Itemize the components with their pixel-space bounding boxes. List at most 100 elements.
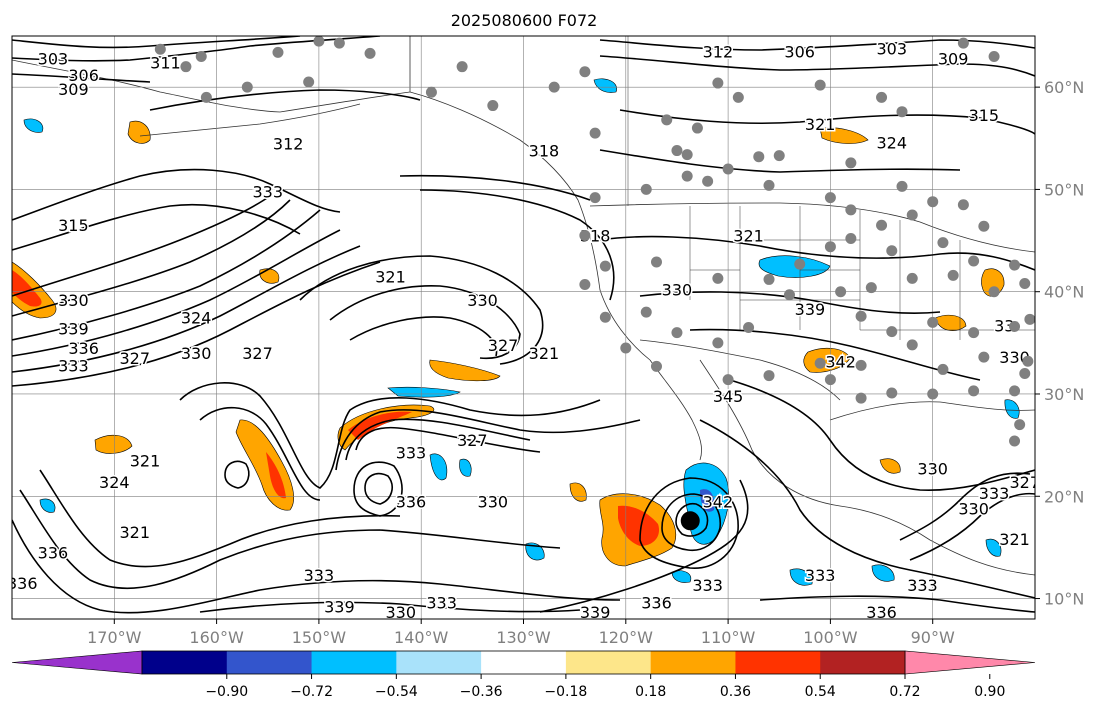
contour-line [12,261,381,387]
coastline-gulf [829,401,1035,421]
shade-negative [871,564,895,582]
contour-label: 330 [917,460,948,479]
station-marker [937,363,949,375]
station-marker [691,122,703,134]
contour-label: 330 [385,603,416,622]
contour-line [329,285,521,360]
contour-line [12,168,341,221]
contour-lines [12,36,1035,614]
contour-label: 33 [994,316,1014,335]
contour-line [12,73,151,83]
contour-line [299,255,544,365]
lat-tick-label: 10°N [1044,590,1084,609]
station-marker [763,273,775,285]
contour-label: 333 [58,356,89,375]
lon-tick-label: 110°W [701,628,756,647]
contour-label: 315 [58,216,89,235]
station-marker [814,79,826,91]
station-marker [722,374,734,386]
colorbar-tick-label: −0.18 [544,684,587,700]
lon-tick-label: 170°W [87,628,142,647]
contour-label: 336 [7,574,38,593]
contour-label: 321 [529,344,560,363]
station-marker [364,47,376,59]
contour-label: 318 [529,142,560,161]
colorbar-tick-label: 0.90 [974,684,1005,700]
station-marker [579,229,591,241]
contour-line [899,472,1031,541]
shade-positive [94,434,133,454]
station-marker [845,233,857,245]
shade-positive [127,120,151,144]
contour-line [12,199,291,317]
contour-label: 339 [324,598,355,617]
contour-label: 303 [877,39,908,58]
station-marker [1009,259,1021,271]
station-marker [937,237,949,249]
contour-label: 339 [795,300,826,319]
station-marker [1024,313,1035,325]
shade-positive [819,127,869,144]
shade-positive [12,261,57,319]
station-marker [313,36,325,47]
shade-negative [789,568,813,586]
lon-tick-label: 120°W [599,628,654,647]
station-marker [456,61,468,73]
station-marker [681,170,693,182]
station-marker [968,385,980,397]
colorbar-tick-label: −0.54 [375,684,418,700]
station-marker [763,179,775,191]
shade-positive [12,270,42,307]
contour-label: 336 [866,603,897,622]
contour-label: 333 [396,443,427,462]
map-area: 3033063093113123333153213303393363333243… [7,36,1035,622]
shade-positive [348,411,412,440]
station-marker [957,199,969,211]
station-marker [927,316,939,328]
contour-line [179,382,601,489]
contour-label: 327 [457,431,488,450]
station-marker [712,272,724,284]
station-marker [650,256,662,268]
contour-line [909,492,1035,561]
station-marker [589,192,601,204]
station-marker [579,66,591,78]
station-marker [886,245,898,257]
coastlines [12,36,1035,576]
station-marker [1019,368,1031,380]
station-marker [1009,435,1021,447]
coastline-pacific-nw [409,91,651,361]
contour-line [349,316,498,357]
contour-line [12,229,341,357]
colorbar-tick-label: −0.72 [290,684,333,700]
lat-tick-label: 60°N [1044,78,1084,97]
station-marker [722,163,734,175]
storm-center [680,511,700,531]
station-marker [753,151,765,163]
contour-labels: 3033063093113123333153213303393363333243… [7,38,1035,622]
contour-label: 321 [733,226,764,245]
anomaly-shading [12,78,1020,586]
contour-label: 330 [662,281,693,300]
colorbar-tick-label: 0.18 [635,684,666,700]
colorbar-frame [141,650,906,675]
contour-label: 339 [58,320,89,339]
station-marker [599,260,611,272]
station-marker [154,43,166,55]
shade-negative [1004,399,1020,419]
station-marker [763,370,775,382]
contour-label: 330 [58,291,89,310]
station-marker [906,339,918,351]
state-borders [627,36,1035,340]
lon-tick-label: 100°W [803,628,858,647]
station-marker [814,357,826,369]
station-marker [620,342,632,354]
shade-negative [429,453,448,481]
contour-line [364,472,393,505]
station-marker [896,106,908,118]
station-marker [886,387,898,399]
coastline-baja [649,359,702,461]
station-marker [681,149,693,161]
